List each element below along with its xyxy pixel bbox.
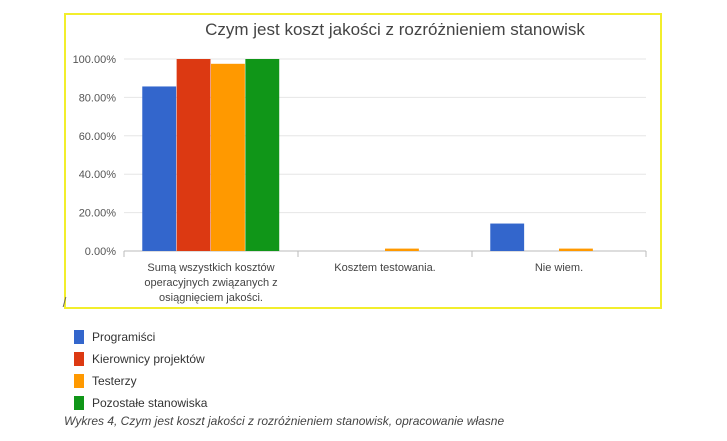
figure-caption: Wykres 4, Czym jest koszt jakości z rozr… xyxy=(64,414,505,428)
x-tick-label: osiągnięciem jakości. xyxy=(159,292,263,304)
legend-swatch xyxy=(74,330,84,344)
y-tick-label: 20.00% xyxy=(79,208,117,220)
x-tick-label: Kosztem testowania. xyxy=(334,262,436,274)
y-tick-label: 40.00% xyxy=(79,169,117,181)
legend-item-testerzy: Testerzy xyxy=(74,370,207,392)
x-tick-label: Nie wiem. xyxy=(535,262,583,274)
legend-label: Kierownicy projektów xyxy=(92,352,205,366)
legend-swatch xyxy=(74,396,84,410)
chart-title: Czym jest koszt jakości z rozróżnieniem … xyxy=(205,20,585,39)
bar xyxy=(176,59,211,251)
y-tick-label: 80.00% xyxy=(79,92,117,104)
bar xyxy=(245,59,280,251)
bar-chart: Czym jest koszt jakości z rozróżnieniem … xyxy=(73,20,647,304)
y-tick-label: 0.00% xyxy=(85,246,116,258)
bar xyxy=(142,86,177,252)
bar xyxy=(490,223,525,251)
legend-swatch xyxy=(74,352,84,366)
legend-item-kierownicy-projektow: Kierownicy projektów xyxy=(74,348,207,370)
y-tick-label: 100.00% xyxy=(73,54,117,66)
bar xyxy=(559,248,593,251)
legend-item-programisci: Programiści xyxy=(74,326,207,348)
legend-label: Programiści xyxy=(92,330,156,344)
legend-swatch xyxy=(74,374,84,388)
x-tick-label: Sumą wszystkich kosztów xyxy=(147,262,274,274)
legend-label: Testerzy xyxy=(92,374,137,388)
bar xyxy=(385,248,419,251)
legend-item-pozostale-stanowiska: Pozostałe stanowiska xyxy=(74,392,207,414)
y-tick-label: 60.00% xyxy=(79,131,117,143)
chart-legend: Programiści Kierownicy projektów Testerz… xyxy=(74,326,207,414)
chart-frame: Czym jest koszt jakości z rozróżnieniem … xyxy=(64,13,662,309)
x-tick-label: operacyjnych związanych z xyxy=(144,277,277,289)
bar xyxy=(211,63,245,251)
legend-label: Pozostałe stanowiska xyxy=(92,396,208,410)
